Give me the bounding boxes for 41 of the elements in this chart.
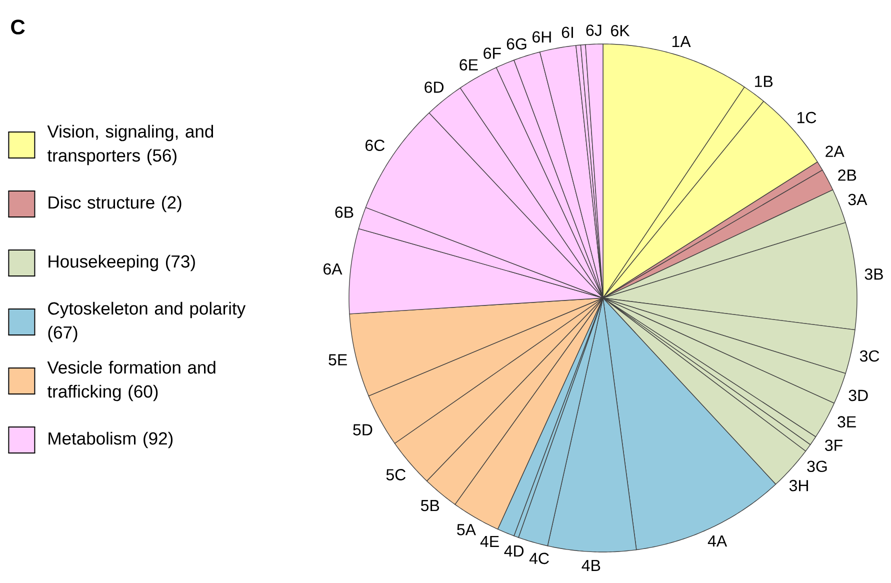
text: Metabolism (92) [48,432,173,448]
text: C [11,20,25,34]
slice-label: 3A [848,194,868,206]
slice-label: 1C [798,112,816,124]
slice-label: 5D [353,424,372,436]
slice-label: 3B [864,268,883,280]
slice-label: 6K [611,25,630,36]
text: Vision, signaling, and transporters (56) [47,124,214,166]
slice-label: 6I [562,26,573,38]
text: Disc structure (2) [48,196,182,212]
slice-label: 5C [386,469,406,480]
slice-label: 6D [424,82,444,93]
slice-label: 4E [480,536,499,547]
slice-label: 6E [460,59,478,70]
slice-label: 4D [504,546,524,557]
text: Housekeeping (73) [48,254,195,272]
slice-label: 6H [532,31,551,43]
slice-label: 3H [789,480,808,492]
text: Cytoskeleton and polarity (67) [48,302,246,342]
slice-label: 3C [860,350,880,362]
slice-label: 4A [708,535,728,546]
text: Vesicle formation and trafficking (60) [47,360,216,402]
slice-label: 3E [838,416,856,428]
slice-label: 6G [506,38,526,50]
slice-label: 4B [582,560,600,571]
slice-label: 6C [366,140,385,152]
slice-label: 2A [826,146,844,157]
slice-label: 5A [457,524,476,536]
slice-label: 3F [825,440,842,451]
slice-label: 6F [484,48,501,59]
slice-label: 3G [807,460,827,472]
slice-label: 6A [324,263,342,275]
slice-label: 4C [529,552,549,564]
slice-label: 5E [328,354,347,366]
slice-label: 2B [838,170,856,181]
slice-label: 6J [586,24,602,36]
slice-label: 1B [755,76,773,87]
slice-label: 1A [672,36,691,48]
slice-label: 3D [848,390,868,402]
slice-label: 5B [420,500,440,512]
slice-label: 6B [335,206,354,218]
